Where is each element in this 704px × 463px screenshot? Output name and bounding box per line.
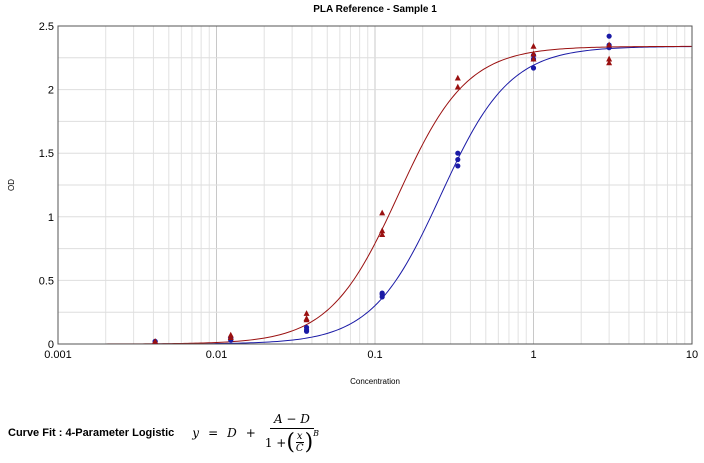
eq-paren-open: ( [286, 429, 295, 455]
eq-equals: = [208, 426, 219, 440]
x-tick-label: 10 [686, 349, 698, 361]
eq-c: C [295, 443, 304, 454]
data-point-circle [606, 33, 612, 39]
data-point-triangle [606, 41, 613, 48]
data-point-circle [455, 156, 461, 163]
data-point-triangle [379, 209, 386, 216]
x-tick-label: 0.001 [44, 349, 72, 361]
chart-title: PLA Reference - Sample 1 [313, 4, 437, 15]
data-point-triangle [379, 227, 386, 234]
data-point-circle [455, 163, 461, 169]
y-axis-title: OD [7, 179, 16, 191]
eq-numerator: A − D [269, 412, 314, 429]
x-tick-label: 1 [530, 349, 536, 361]
eq-x: x [295, 431, 304, 443]
eq-plus: + [245, 426, 256, 440]
data-point-circle [455, 150, 461, 156]
data-point-triangle [227, 331, 234, 338]
y-tick-labels: 0 0.5 1 1.5 2 2.5 [39, 21, 54, 351]
y-tick-label: 1.5 [39, 148, 54, 160]
chart: PLA Reference - Sample 1 0 0.5 1 1.5 2 2.5 0.… [7, 4, 698, 386]
data-point-triangle [303, 315, 310, 321]
data-point-triangle [530, 42, 537, 49]
data-point-triangle [606, 59, 613, 66]
x-tick-label: 0.1 [367, 349, 382, 361]
y-tick-label: 2.5 [39, 21, 54, 33]
data-point-circle [303, 324, 310, 331]
data-point-triangle [303, 310, 310, 316]
plot-frame [57, 25, 693, 345]
data-point-triangle [530, 55, 537, 62]
data-point-triangle [530, 50, 537, 57]
data-point-circle [530, 65, 537, 71]
eq-paren-close: ) [304, 429, 314, 455]
eq-b-exponent: B [313, 429, 320, 438]
data-point-triangle [379, 231, 386, 238]
data-point-triangle [454, 83, 461, 90]
data-point-circle [379, 290, 385, 296]
data-point-triangle [606, 55, 613, 62]
eq-denominator: 1 + ( x C ) B [265, 429, 319, 454]
markers [152, 33, 613, 345]
logistic-equation: y = D + A − D 1 + ( x C ) B [192, 412, 319, 454]
y-tick-label: 1 [48, 212, 54, 224]
eq-d: D [227, 426, 237, 440]
grid [57, 25, 692, 345]
eq-y: y [192, 426, 200, 440]
curve-fit-label: Curve Fit : 4-Parameter Logistic [8, 427, 175, 439]
eq-inner-fraction: x C [295, 431, 304, 454]
eq-fraction: A − D 1 + ( x C ) B [265, 412, 319, 454]
eq-den-one: 1 + [264, 435, 287, 450]
x-axis-title: Concentration [350, 377, 400, 386]
curve-fit-formula: Curve Fit : 4-Parameter Logistic y = D +… [8, 408, 319, 458]
x-tick-labels: 0.001 0.01 0.1 1 10 [44, 349, 698, 361]
y-tick-label: 2 [48, 85, 54, 97]
x-tick-label: 0.01 [206, 349, 227, 361]
data-point-triangle [454, 74, 461, 81]
y-tick-label: 0.5 [39, 275, 54, 287]
y-tick-label: 0 [48, 339, 54, 351]
data-point-triangle [152, 338, 159, 344]
